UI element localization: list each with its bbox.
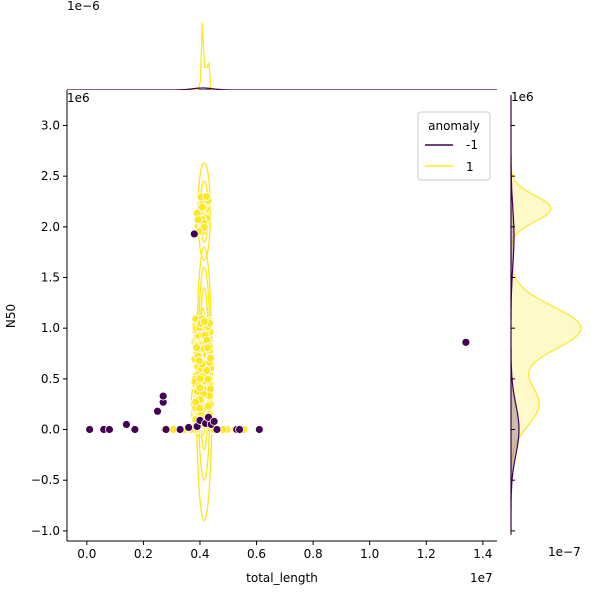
point-anomaly-neg1 bbox=[184, 423, 194, 432]
point-anomaly-neg1 bbox=[209, 417, 219, 426]
point-anomaly-neg1 bbox=[158, 391, 168, 401]
y-tick-label: −0.5 bbox=[31, 473, 60, 487]
x-axis-ticks: 0.0 0.2 0.4 0.6 0.8 1.0 1.2 1.4 bbox=[77, 541, 492, 561]
point-anomaly-1 bbox=[203, 374, 213, 384]
point-anomaly-1 bbox=[195, 383, 205, 393]
y-tick-label: −1.0 bbox=[31, 524, 60, 538]
right-marginal-offset-bottom: 1e−7 bbox=[548, 545, 581, 559]
point-anomaly-neg1 bbox=[105, 425, 114, 434]
point-anomaly-neg1 bbox=[235, 425, 244, 434]
x-tick-label: 1.0 bbox=[360, 547, 379, 561]
y-tick-label: 0.5 bbox=[41, 372, 60, 386]
point-anomaly-1 bbox=[191, 397, 201, 407]
y-tick-label: 1.0 bbox=[41, 321, 60, 335]
y-tick-label: 2.5 bbox=[41, 169, 60, 183]
point-anomaly-neg1 bbox=[461, 337, 471, 347]
point-anomaly-neg1 bbox=[153, 406, 162, 416]
point-anomaly-1 bbox=[202, 366, 212, 376]
legend-box bbox=[417, 111, 491, 181]
top-marginal-offset-label: 1e−6 bbox=[67, 0, 100, 13]
point-anomaly-1 bbox=[202, 192, 212, 201]
point-anomaly-neg1 bbox=[161, 425, 171, 434]
y-tick-label: 1.5 bbox=[41, 270, 60, 284]
y-axis-ticks: −1.0 −0.5 0.0 0.5 1.0 1.5 2.0 2.5 3.0 bbox=[31, 118, 67, 538]
x-tick-label: 1.4 bbox=[473, 547, 492, 561]
point-anomaly-1 bbox=[203, 343, 213, 353]
point-anomaly-1 bbox=[199, 317, 209, 326]
x-tick-label: 0.6 bbox=[247, 547, 266, 561]
main-axes: 0.0 0.2 0.4 0.6 0.8 1.0 1.2 1.4 −1.0 −0.5 0.0 0.5 1… bbox=[4, 90, 497, 585]
point-anomaly-1 bbox=[193, 215, 203, 225]
point-anomaly-neg1 bbox=[189, 229, 199, 239]
anomaly-1-points bbox=[159, 192, 249, 434]
x-axis-label: total_length bbox=[246, 571, 318, 585]
point-anomaly-1 bbox=[192, 343, 201, 353]
x-tick-label: 0.4 bbox=[190, 547, 209, 561]
y-axis-label: N50 bbox=[4, 304, 18, 328]
top-marginal-kde-anomaly-1 bbox=[67, 22, 497, 91]
point-anomaly-neg1 bbox=[85, 425, 95, 434]
y-tick-label: 0.0 bbox=[41, 423, 60, 437]
point-anomaly-neg1 bbox=[254, 425, 264, 434]
point-anomaly-1 bbox=[203, 401, 213, 411]
x-offset-label: 1e7 bbox=[470, 571, 493, 585]
right-marginal-kde-fill-anomaly-1 bbox=[510, 95, 582, 531]
legend-label-1: 1 bbox=[466, 160, 474, 174]
y-tick-label: 3.0 bbox=[41, 118, 60, 132]
x-tick-label: 0.0 bbox=[77, 547, 96, 561]
x-tick-label: 0.2 bbox=[134, 547, 153, 561]
legend-title: anomaly bbox=[428, 119, 480, 133]
y-offset-label: 1e6 bbox=[67, 91, 90, 105]
point-anomaly-1 bbox=[194, 356, 204, 366]
point-anomaly-1 bbox=[195, 403, 205, 413]
point-anomaly-1 bbox=[206, 353, 216, 363]
point-anomaly-1 bbox=[195, 374, 205, 384]
top-marginal-kde-anomaly-neg1 bbox=[67, 87, 497, 91]
right-marginal-kde-fill-anomaly-neg1 bbox=[510, 95, 520, 531]
legend-label-neg1: -1 bbox=[466, 138, 478, 152]
x-tick-label: 0.8 bbox=[304, 547, 323, 561]
x-tick-label: 1.2 bbox=[417, 547, 436, 561]
point-anomaly-neg1 bbox=[212, 425, 222, 434]
anomaly-neg1-points bbox=[85, 229, 471, 434]
point-anomaly-neg1 bbox=[122, 420, 131, 429]
y-tick-label: 2.0 bbox=[41, 220, 60, 234]
legend: anomaly -1 1 bbox=[417, 111, 491, 181]
right-marginal: 1e6 1e−7 bbox=[510, 90, 582, 559]
point-anomaly-neg1 bbox=[175, 425, 185, 434]
point-anomaly-1 bbox=[197, 202, 207, 212]
right-marginal-ticks bbox=[511, 124, 515, 532]
right-marginal-offset-top: 1e6 bbox=[511, 90, 534, 104]
point-anomaly-neg1 bbox=[130, 425, 140, 434]
